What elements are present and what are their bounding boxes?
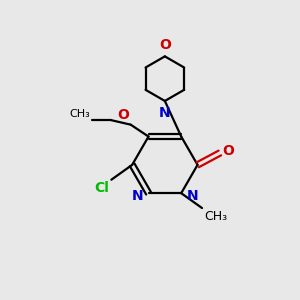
Text: O: O (222, 145, 234, 158)
Text: CH₃: CH₃ (204, 210, 227, 224)
Text: N: N (187, 189, 198, 202)
Text: CH₃: CH₃ (70, 109, 91, 119)
Text: O: O (117, 108, 129, 122)
Text: O: O (159, 38, 171, 52)
Text: N: N (159, 106, 171, 120)
Text: Cl: Cl (94, 181, 109, 195)
Text: N: N (131, 189, 143, 202)
